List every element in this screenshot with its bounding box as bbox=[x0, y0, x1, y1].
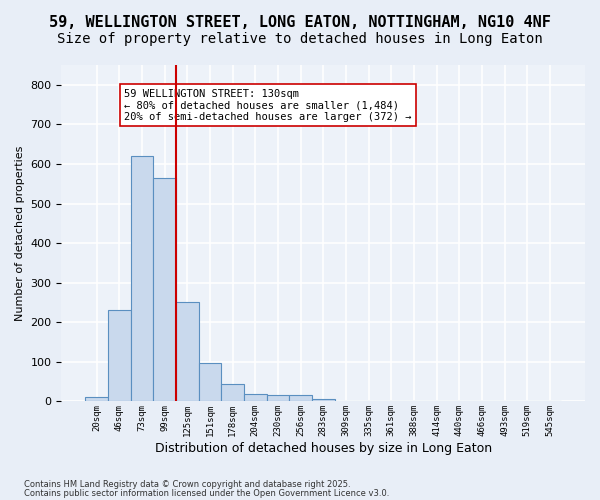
Bar bbox=[85, 398, 108, 402]
Bar bbox=[153, 178, 176, 402]
Bar bbox=[289, 396, 312, 402]
Text: 59, WELLINGTON STREET, LONG EATON, NOTTINGHAM, NG10 4NF: 59, WELLINGTON STREET, LONG EATON, NOTTI… bbox=[49, 15, 551, 30]
Bar bbox=[335, 400, 357, 402]
Bar bbox=[266, 394, 289, 402]
Bar bbox=[176, 302, 199, 402]
Text: Size of property relative to detached houses in Long Eaton: Size of property relative to detached ho… bbox=[57, 32, 543, 46]
Text: Contains HM Land Registry data © Crown copyright and database right 2025.: Contains HM Land Registry data © Crown c… bbox=[24, 480, 350, 489]
Text: Contains public sector information licensed under the Open Government Licence v3: Contains public sector information licen… bbox=[24, 488, 389, 498]
X-axis label: Distribution of detached houses by size in Long Eaton: Distribution of detached houses by size … bbox=[155, 442, 492, 455]
Bar bbox=[244, 394, 266, 402]
Y-axis label: Number of detached properties: Number of detached properties bbox=[15, 146, 25, 321]
Bar bbox=[312, 398, 335, 402]
Bar bbox=[131, 156, 153, 402]
Text: 59 WELLINGTON STREET: 130sqm
← 80% of detached houses are smaller (1,484)
20% of: 59 WELLINGTON STREET: 130sqm ← 80% of de… bbox=[124, 88, 412, 122]
Bar bbox=[108, 310, 131, 402]
Bar bbox=[199, 362, 221, 402]
Bar bbox=[221, 384, 244, 402]
